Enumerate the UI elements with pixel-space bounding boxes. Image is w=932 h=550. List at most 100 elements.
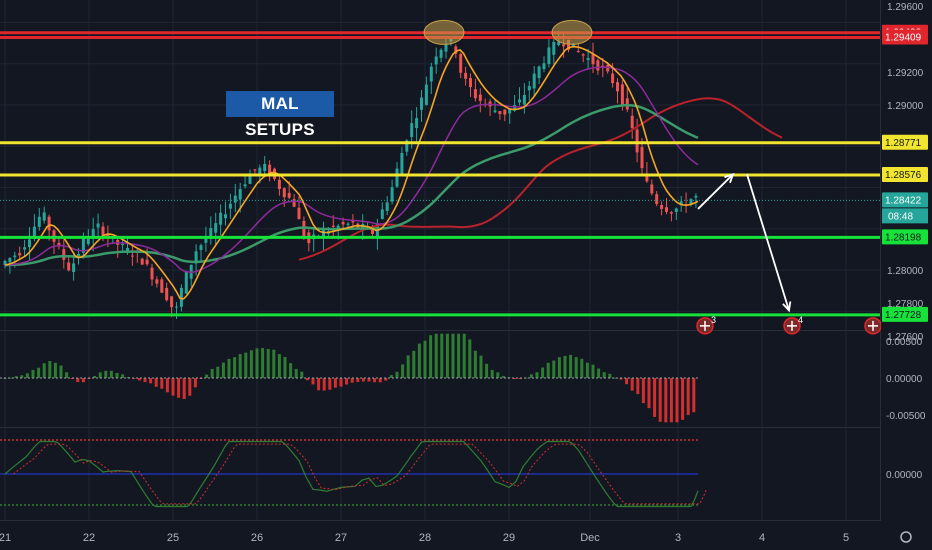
- candle-body: [390, 187, 394, 202]
- candle-body: [140, 258, 144, 265]
- histogram-bar: [395, 371, 399, 378]
- histogram-bar: [552, 360, 556, 378]
- price-axis[interactable]: 1.29600 1.29200 1.29000 1.28000 1.27800 1.276…: [881, 0, 932, 550]
- gear-icon: [900, 531, 912, 543]
- histogram-bar: [501, 375, 505, 378]
- candle-body: [606, 64, 610, 72]
- candle-body: [611, 73, 615, 84]
- price-label-text: 1.27728: [885, 310, 922, 321]
- candle-body: [199, 245, 203, 250]
- histogram-bar: [322, 378, 326, 391]
- price-label-text: 1.29409: [885, 33, 922, 44]
- histogram-bar: [221, 362, 225, 378]
- candle-body: [625, 98, 629, 110]
- projection-arrow-down: [746, 174, 790, 311]
- histogram-bar: [406, 355, 410, 378]
- price-tick-label: 1.29000: [887, 101, 924, 112]
- countdown-badge: [882, 208, 928, 224]
- price-label-text: 1.28576: [885, 170, 922, 181]
- candle-body: [454, 46, 458, 54]
- candle-body: [503, 109, 507, 115]
- histogram-bar: [462, 333, 466, 378]
- histogram-bar: [434, 333, 438, 378]
- candle-body: [228, 203, 232, 209]
- histogram-bar: [255, 348, 259, 378]
- histogram-bar: [485, 363, 489, 378]
- histogram-bar: [328, 378, 332, 390]
- price-label-badge: [882, 229, 928, 245]
- candle-body: [346, 223, 350, 225]
- candle-body: [130, 255, 134, 257]
- event-marker-count: 4: [798, 315, 803, 325]
- histogram-bar: [193, 378, 197, 388]
- histogram-bar: [227, 358, 231, 378]
- histogram-bar: [664, 378, 668, 423]
- flag-cross: [700, 320, 710, 331]
- price-tick-label: 1.29600: [887, 2, 924, 13]
- candle-body: [42, 212, 46, 221]
- top-highlight: [551, 19, 593, 45]
- time-tick-label: 28: [419, 532, 431, 544]
- candle-body: [674, 208, 678, 212]
- time-tick-label: 26: [251, 532, 263, 544]
- candle-body: [429, 66, 433, 82]
- histogram-bar: [423, 340, 427, 378]
- candle-body: [101, 226, 105, 237]
- candle-body: [508, 109, 512, 114]
- candle-body: [620, 84, 624, 107]
- histogram-bar: [451, 333, 455, 378]
- histogram-bar: [675, 378, 679, 423]
- price-label-text: 1.28771: [885, 138, 922, 149]
- candle-body: [81, 238, 85, 253]
- histogram-bar: [305, 378, 309, 381]
- candle-body: [439, 49, 443, 58]
- candle-body: [493, 110, 497, 113]
- price-axis-bg: [881, 0, 932, 550]
- histogram-bar: [457, 333, 461, 378]
- histogram-bar: [345, 378, 349, 385]
- histogram-bar: [171, 378, 175, 396]
- candle-body: [459, 54, 463, 73]
- histogram-bar: [137, 378, 141, 381]
- candle-body: [322, 229, 325, 239]
- candle-body: [527, 86, 531, 91]
- candle-body: [302, 220, 306, 237]
- histogram-bar: [81, 378, 85, 383]
- candle-body: [385, 202, 389, 211]
- projection-arrow-up: [697, 173, 734, 210]
- histogram-bar: [121, 374, 125, 378]
- candle-body: [8, 258, 12, 263]
- candle-body: [204, 238, 208, 243]
- candle-body: [184, 271, 188, 294]
- candle-body: [3, 260, 7, 266]
- time-tick-label: 29: [503, 532, 515, 544]
- histogram-bar: [93, 375, 97, 378]
- histogram-bar: [115, 372, 119, 378]
- candle-body: [410, 123, 414, 138]
- histogram-bar: [205, 374, 209, 378]
- candle-body: [522, 94, 526, 105]
- histogram-bar: [608, 373, 612, 378]
- candle-body: [576, 51, 580, 53]
- histogram-bar: [210, 368, 214, 378]
- candle-body: [126, 247, 129, 252]
- histogram-bar: [244, 352, 248, 378]
- histogram-bar: [160, 378, 164, 389]
- candle-body: [233, 195, 237, 203]
- histogram-bar: [569, 354, 573, 378]
- histogram-bar: [440, 333, 444, 378]
- histogram-bar: [216, 366, 220, 378]
- candle-body: [547, 47, 551, 65]
- candle-body: [473, 89, 477, 99]
- histogram-bar: [373, 378, 377, 383]
- candle-body: [552, 41, 556, 55]
- histogram-bar: [378, 378, 382, 383]
- time-axis[interactable]: 21 22 25 26 27 28 29 Dec 3 4 5: [0, 521, 932, 550]
- candle-body: [238, 189, 242, 200]
- candle-body: [121, 244, 125, 246]
- candle-body: [282, 188, 286, 198]
- histogram-bar: [126, 376, 130, 378]
- histogram-bar: [249, 350, 253, 378]
